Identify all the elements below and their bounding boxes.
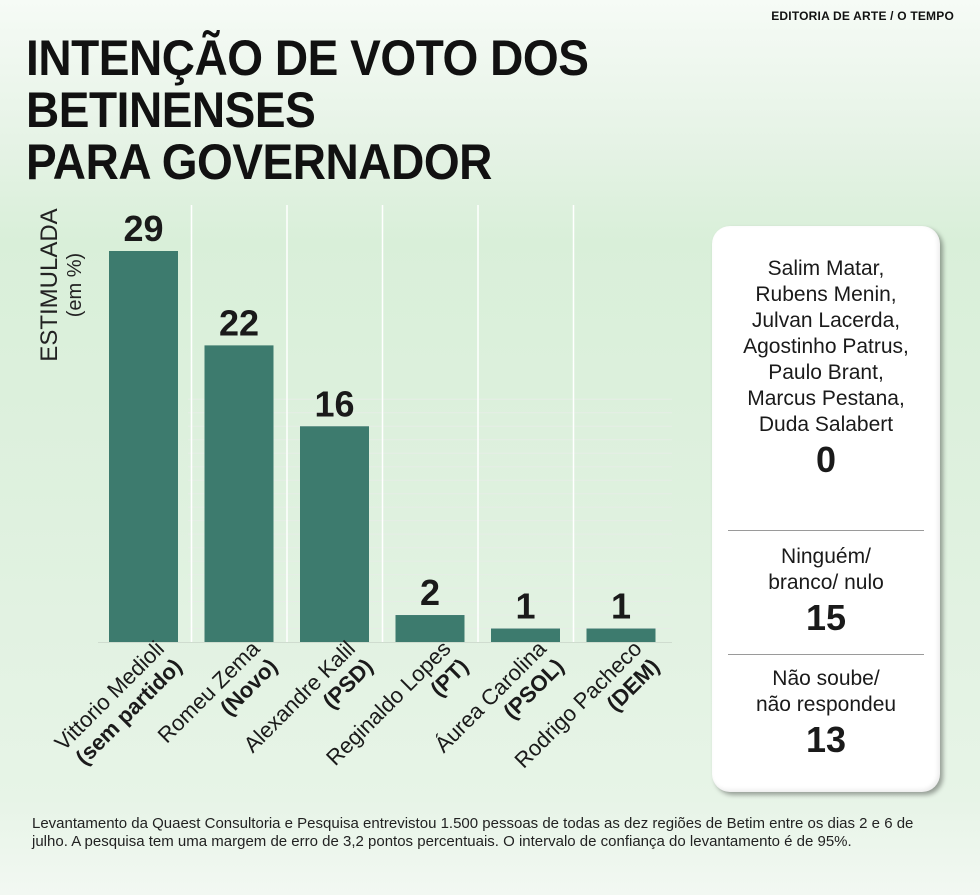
bar [586,628,656,642]
label-line: Marcus Pestana, [747,387,905,410]
data-label: 29 [123,208,163,249]
none-blank-null-value: 15 [805,597,847,638]
data-label: 1 [611,586,631,627]
bar [204,345,274,642]
label-line: Rubens Menin, [755,283,897,306]
chart-title: INTENÇÃO DE VOTO DOS BETINENSES PARA GOV… [26,32,882,188]
other-candidates-value: 0 [815,439,837,480]
other-candidates-group: Salim Matar, Rubens Menin, Julvan Lacerd… [722,256,930,480]
y-axis-label: ESTIMULADA [36,208,63,362]
data-label: 16 [314,383,354,424]
panel-divider [728,654,924,655]
x-tick-label: Vittorio Medioli(sem partido) [50,636,187,773]
bar [300,426,369,642]
data-label: 2 [420,572,440,613]
credit-line: EDITORIA DE ARTE / O TEMPO [771,9,954,23]
y-axis-title: ESTIMULADA (em %) [36,185,87,385]
data-label: 22 [219,302,259,343]
label-line: não respondeu [755,693,897,716]
data-label: 1 [515,586,535,627]
bar [395,615,465,642]
y-axis-unit: (em %) [64,252,86,318]
dont-know-label: Não soube/ não respondeu [722,666,930,718]
label-line: Ninguém/ [781,545,871,568]
label-line: Salim Matar, [767,257,885,280]
panel-divider [728,530,924,531]
label-line: Paulo Brant, [768,361,884,384]
other-responses-panel: Salim Matar, Rubens Menin, Julvan Lacerd… [712,226,940,792]
label-line: Julvan Lacerda, [751,309,901,332]
bar [109,251,178,642]
label-line: Agostinho Patrus, [743,335,909,358]
title-line-1: INTENÇÃO DE VOTO DOS BETINENSES [26,30,589,138]
dont-know-value: 13 [805,719,847,760]
none-blank-null-label: Ninguém/ branco/ nulo [722,544,930,596]
methodology-note: Levantamento da Quaest Consultoria e Pes… [32,815,914,850]
other-candidates-label: Salim Matar, Rubens Menin, Julvan Lacerd… [722,256,930,438]
title-line-2: PARA GOVERNADOR [26,134,492,190]
none-blank-null-group: Ninguém/ branco/ nulo 15 [722,544,930,638]
dont-know-group: Não soube/ não respondeu 13 [722,666,930,760]
label-line: Não soube/ [772,667,880,690]
label-line: branco/ nulo [768,571,884,594]
label-line: Duda Salabert [758,413,894,436]
bar [491,628,560,642]
